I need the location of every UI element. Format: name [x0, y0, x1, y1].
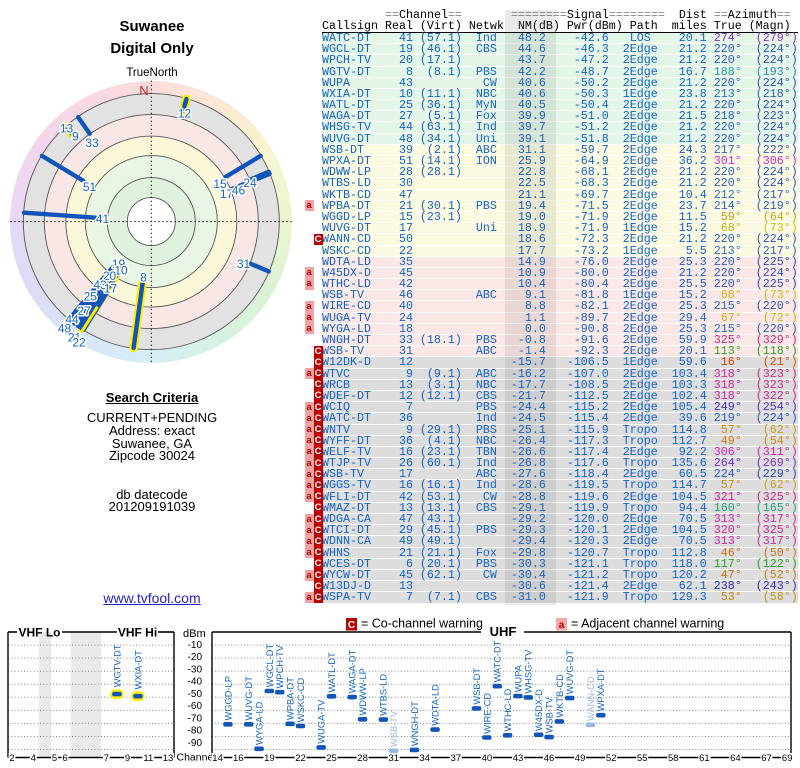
svg-text:40: 40: [482, 753, 493, 764]
svg-text:-80: -80: [188, 726, 203, 737]
svg-text:WXIA-DT: WXIA-DT: [133, 650, 143, 690]
svg-text:N: N: [139, 83, 148, 98]
svg-text:WUVG-DT: WUVG-DT: [244, 676, 254, 721]
svg-text:dBm: dBm: [183, 628, 206, 640]
svg-text:WANN-CD: WANN-CD: [586, 676, 596, 721]
svg-text:48: 48: [58, 322, 72, 336]
svg-text:46: 46: [544, 753, 555, 764]
svg-text:Channel: Channel: [177, 752, 216, 764]
svg-text:WGTV-DT: WGTV-DT: [112, 644, 122, 687]
svg-text:24: 24: [243, 176, 257, 190]
svg-text:WUPA: WUPA: [513, 664, 523, 692]
svg-text:WATL-DT: WATL-DT: [327, 652, 337, 693]
svg-text:15: 15: [213, 177, 227, 191]
svg-text:31: 31: [237, 257, 251, 271]
svg-text:5: 5: [52, 753, 57, 764]
svg-text:22: 22: [295, 753, 306, 764]
svg-text:WAGA-DT: WAGA-DT: [348, 649, 358, 693]
svg-text:25: 25: [326, 753, 337, 764]
svg-text:-20: -20: [188, 652, 203, 663]
svg-text:8: 8: [140, 271, 147, 285]
svg-text:34: 34: [419, 753, 430, 764]
svg-text:WNGH-DT: WNGH-DT: [410, 701, 420, 746]
svg-text:49: 49: [575, 753, 586, 764]
svg-text:41: 41: [96, 212, 110, 226]
svg-text:-40: -40: [188, 677, 203, 688]
svg-text:43: 43: [513, 753, 524, 764]
svg-text:4: 4: [31, 753, 36, 764]
svg-text:WTHC-LD: WTHC-LD: [503, 688, 513, 731]
svg-text:9: 9: [125, 753, 130, 764]
svg-text:19: 19: [112, 257, 126, 271]
svg-text:69: 69: [782, 753, 793, 764]
svg-text:61: 61: [699, 753, 710, 764]
svg-text:16: 16: [233, 753, 244, 764]
svg-text:13: 13: [163, 753, 174, 764]
svg-text:27: 27: [77, 304, 91, 318]
svg-text:44: 44: [65, 313, 79, 327]
svg-text:WPXA-DT: WPXA-DT: [596, 668, 606, 711]
svg-text:= Adjacent channel warning: = Adjacent channel warning: [571, 617, 724, 631]
svg-text:31: 31: [388, 753, 399, 764]
svg-text:6: 6: [62, 753, 67, 764]
svg-text:11: 11: [143, 753, 153, 764]
svg-text:10: 10: [114, 264, 128, 278]
svg-text:-50: -50: [188, 689, 203, 700]
svg-text:-70: -70: [188, 713, 203, 724]
svg-text:2: 2: [9, 753, 14, 764]
svg-text:WSB-DT: WSB-DT: [472, 668, 482, 705]
svg-text:WTBS-LD: WTBS-LD: [379, 674, 389, 716]
svg-text:-30: -30: [188, 664, 203, 675]
svg-text:58: 58: [668, 753, 679, 764]
svg-text:WSKC-CD: WSKC-CD: [296, 677, 306, 722]
svg-text:17: 17: [104, 282, 118, 296]
svg-text:51: 51: [83, 180, 97, 194]
svg-text:28: 28: [357, 753, 368, 764]
svg-text:a: a: [559, 620, 565, 631]
svg-text:WUVG-DT: WUVG-DT: [565, 650, 575, 695]
svg-text:-90: -90: [188, 738, 203, 749]
svg-text:14: 14: [212, 753, 223, 764]
svg-text:25: 25: [84, 290, 98, 304]
svg-text:52: 52: [606, 753, 617, 764]
svg-text:46: 46: [232, 184, 246, 198]
svg-text:WYGA-LD: WYGA-LD: [254, 701, 264, 745]
svg-text:22: 22: [72, 336, 86, 350]
svg-text:37: 37: [451, 753, 462, 764]
svg-text:= Co-channel warning: = Co-channel warning: [361, 617, 483, 631]
svg-text:9: 9: [72, 130, 79, 144]
svg-text:W45DX-D: W45DX-D: [534, 689, 544, 731]
svg-text:WKTB-CD: WKTB-CD: [555, 674, 565, 718]
svg-text:7: 7: [104, 753, 109, 764]
svg-text:WUGA-TV: WUGA-TV: [317, 699, 327, 744]
svg-text:WDTA-LD: WDTA-LD: [431, 684, 441, 726]
svg-text:-10: -10: [188, 640, 203, 651]
svg-text:WSB-TV: WSB-TV: [389, 710, 399, 747]
svg-text:12: 12: [178, 107, 192, 121]
svg-text:WGCL-DT: WGCL-DT: [265, 643, 275, 687]
svg-text:C: C: [348, 620, 355, 631]
svg-text:WSB-TV: WSB-TV: [544, 696, 554, 733]
svg-text:WPBA-DT: WPBA-DT: [286, 677, 296, 720]
svg-text:33: 33: [85, 136, 99, 150]
svg-text:43: 43: [93, 278, 107, 292]
svg-text:VHF Lo: VHF Lo: [19, 626, 61, 640]
svg-text:WHSG-TV: WHSG-TV: [524, 649, 534, 694]
svg-text:55: 55: [637, 753, 648, 764]
svg-text:20: 20: [103, 269, 117, 283]
svg-text:21: 21: [68, 331, 82, 345]
svg-text:WATC-DT: WATC-DT: [493, 640, 503, 682]
svg-text:17: 17: [220, 187, 234, 201]
svg-text:13: 13: [60, 122, 74, 136]
svg-text:WPCH-TV: WPCH-TV: [275, 644, 285, 688]
svg-text:WDWW-LP: WDWW-LP: [358, 668, 368, 715]
svg-text:UHF: UHF: [490, 624, 517, 639]
svg-text:-60: -60: [188, 701, 203, 712]
svg-text:WGGD-LP: WGGD-LP: [223, 676, 233, 720]
svg-text:VHF Hi: VHF Hi: [118, 626, 157, 640]
svg-text:64: 64: [730, 753, 741, 764]
svg-text:67: 67: [761, 753, 772, 764]
svg-text:WIRE-CD: WIRE-CD: [482, 693, 492, 734]
svg-text:19: 19: [264, 753, 275, 764]
